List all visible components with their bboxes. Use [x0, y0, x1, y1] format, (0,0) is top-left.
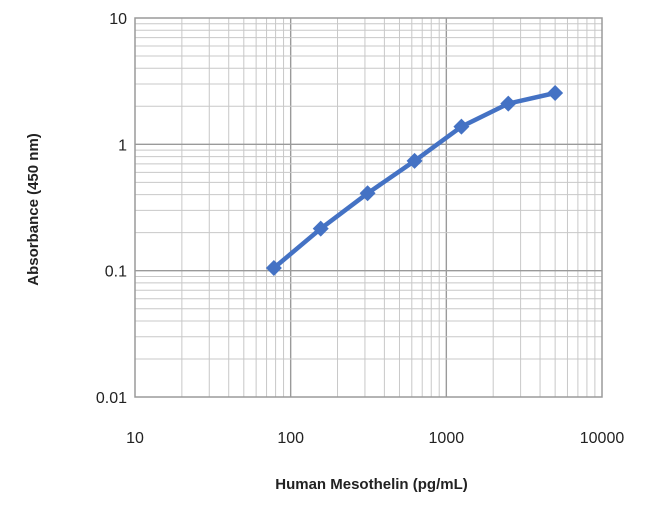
grid [135, 18, 602, 397]
tick-labels: 10 100 1000 10000 0.01 0.1 1 10 [96, 11, 624, 447]
x-tick-label: 100 [277, 430, 304, 447]
data-point [547, 84, 564, 101]
y-axis-title: Absorbance (450 nm) [25, 133, 42, 286]
data-point [453, 118, 470, 135]
y-tick-label: 0.1 [105, 264, 127, 281]
plot-area-border [134, 17, 603, 398]
data-point [359, 185, 376, 202]
data-point [265, 259, 282, 276]
y-tick-label: 10 [109, 11, 127, 28]
x-tick-label: 10 [126, 430, 144, 447]
x-axis-title: Human Mesothelin (pg/mL) [275, 476, 468, 493]
data-point [406, 152, 423, 169]
series-layer [265, 84, 564, 276]
series-line [271, 90, 558, 271]
y-tick-label: 1 [118, 137, 127, 154]
x-tick-label: 10000 [580, 430, 625, 447]
y-tick-label: 0.01 [96, 390, 127, 407]
data-point [312, 220, 329, 237]
data-point [500, 95, 517, 112]
x-tick-label: 1000 [429, 430, 465, 447]
